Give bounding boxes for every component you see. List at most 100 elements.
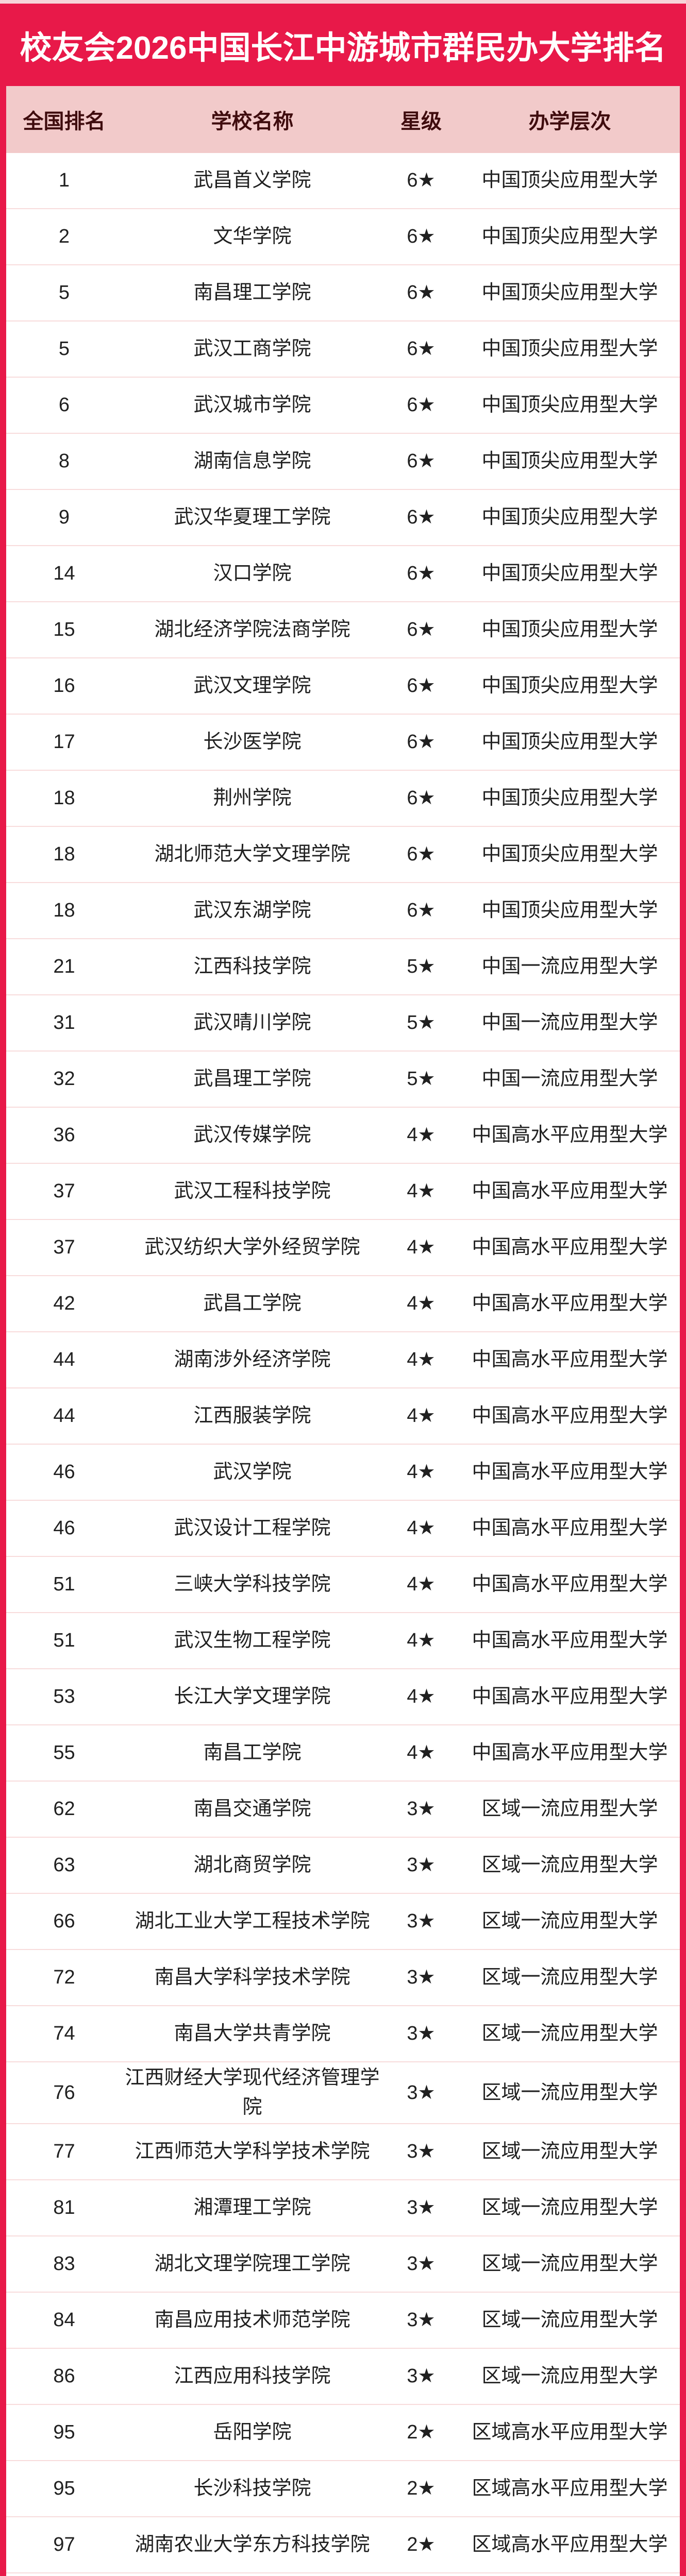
rank-cell: 18 (53, 900, 75, 921)
star-rating-cell: 3★ (407, 1967, 436, 1988)
table-row: 53 长江大学文理学院 4★ 中国高水平应用型大学 (6, 1669, 680, 1725)
rank-cell: 95 (53, 2478, 75, 2499)
top-edge-strip (0, 0, 686, 4)
school-name-cell: 江西财经大学现代经济管理学院 (125, 2067, 380, 2118)
level-cell: 中国高水平应用型大学 (472, 1236, 668, 1258)
star-rating-cell: 2★ (407, 2534, 436, 2555)
table-row: 21 江西科技学院 5★ 中国一流应用型大学 (6, 939, 680, 995)
star-rating-cell: 3★ (407, 2365, 436, 2387)
level-cell: 中国一流应用型大学 (481, 1012, 658, 1033)
rank-cell: 18 (53, 787, 75, 809)
rank-cell: 16 (53, 675, 75, 697)
rank-cell: 51 (53, 1630, 75, 1651)
table-row: 51 三峡大学科技学院 4★ 中国高水平应用型大学 (6, 1557, 680, 1613)
school-name-cell: 湖北商贸学院 (193, 1854, 311, 1876)
level-cell: 区域高水平应用型大学 (472, 2478, 668, 2499)
table-row: 14 汉口学院 6★ 中国顶尖应用型大学 (6, 546, 680, 602)
star-rating-cell: 5★ (407, 1012, 436, 1033)
rank-cell: 37 (53, 1236, 75, 1258)
level-cell: 中国高水平应用型大学 (472, 1686, 668, 1707)
school-name-cell: 长沙科技学院 (193, 2478, 311, 2499)
table-row: 55 南昌工学院 4★ 中国高水平应用型大学 (6, 1725, 680, 1782)
rank-cell: 84 (53, 2309, 75, 2331)
rank-cell: 2 (58, 226, 70, 247)
school-name-cell: 南昌工学院 (203, 1742, 302, 1764)
rank-cell: 14 (53, 563, 75, 584)
star-rating-cell: 5★ (407, 956, 436, 977)
level-cell: 中国顶尖应用型大学 (481, 506, 658, 528)
table-row: 17 长沙医学院 6★ 中国顶尖应用型大学 (6, 715, 680, 771)
star-rating-cell: 4★ (407, 1517, 436, 1539)
table-row: 8 湖南信息学院 6★ 中国顶尖应用型大学 (6, 434, 680, 490)
level-cell: 区域高水平应用型大学 (472, 2534, 668, 2555)
rank-cell: 46 (53, 1461, 75, 1483)
column-header-name: 学校名称 (211, 110, 294, 133)
table-row: 74 南昌大学共青学院 3★ 区域一流应用型大学 (6, 2006, 680, 2062)
level-cell: 区域一流应用型大学 (481, 2023, 658, 2044)
level-cell: 中国顶尖应用型大学 (481, 450, 658, 472)
rank-cell: 97 (53, 2534, 75, 2555)
school-name-cell: 南昌应用技术师范学院 (154, 2309, 350, 2331)
page-title: 校友会2026中国长江中游城市群民办大学排名 (20, 30, 666, 66)
rank-cell: 1 (58, 170, 70, 191)
school-name-cell: 湖北文理学院理工学院 (154, 2253, 350, 2275)
level-cell: 中国顶尖应用型大学 (481, 338, 658, 360)
table-row: 44 湖南涉外经济学院 4★ 中国高水平应用型大学 (6, 1332, 680, 1388)
star-rating-cell: 4★ (407, 1573, 436, 1595)
table-row: 32 武昌理工学院 5★ 中国一流应用型大学 (6, 1052, 680, 1108)
star-rating-cell: 6★ (407, 675, 436, 697)
table-row: 15 湖北经济学院法商学院 6★ 中国顶尖应用型大学 (6, 602, 680, 658)
school-name-cell: 武汉晴川学院 (193, 1012, 311, 1033)
table-row: 18 荆州学院 6★ 中国顶尖应用型大学 (6, 771, 680, 827)
school-name-cell: 湖南农业大学东方科技学院 (135, 2534, 370, 2555)
school-name-cell: 武昌理工学院 (193, 1068, 311, 1090)
rank-cell: 44 (53, 1405, 75, 1427)
table-row: 16 武汉文理学院 6★ 中国顶尖应用型大学 (6, 658, 680, 715)
school-name-cell: 武汉华夏理工学院 (174, 506, 331, 528)
star-rating-cell: 6★ (407, 394, 436, 416)
star-rating-cell: 2★ (407, 2421, 436, 2443)
school-name-cell: 湘潭理工学院 (193, 2197, 311, 2218)
school-name-cell: 武汉传媒学院 (193, 1124, 311, 1146)
school-name-cell: 武昌首义学院 (193, 170, 311, 191)
rank-cell: 51 (53, 1573, 75, 1595)
table-row: 84 南昌应用技术师范学院 3★ 区域一流应用型大学 (6, 2293, 680, 2349)
star-rating-cell: 4★ (407, 1686, 436, 1707)
school-name-cell: 武汉东湖学院 (193, 900, 311, 921)
school-name-cell: 汉口学院 (213, 563, 292, 584)
level-cell: 区域一流应用型大学 (481, 1967, 658, 1988)
rank-cell: 15 (53, 619, 75, 640)
table-row: 51 武汉生物工程学院 4★ 中国高水平应用型大学 (6, 1613, 680, 1669)
star-rating-cell: 3★ (407, 2141, 436, 2162)
school-name-cell: 武汉城市学院 (193, 394, 311, 416)
school-name-cell: 武汉工程科技学院 (174, 1180, 331, 1202)
school-name-cell: 湖北师范大学文理学院 (154, 843, 350, 865)
table-row: 2 文华学院 6★ 中国顶尖应用型大学 (6, 209, 680, 265)
rank-cell: 55 (53, 1742, 75, 1764)
level-cell: 区域一流应用型大学 (481, 1854, 658, 1876)
table-header-row: 全国排名 学校名称 星级 办学层次 (6, 86, 680, 153)
school-name-cell: 文华学院 (213, 226, 292, 247)
level-cell: 中国高水平应用型大学 (472, 1405, 668, 1427)
level-cell: 中国顶尖应用型大学 (481, 563, 658, 584)
school-name-cell: 武汉工商学院 (193, 338, 311, 360)
table-row: 31 武汉晴川学院 5★ 中国一流应用型大学 (6, 995, 680, 1052)
level-cell: 中国顶尖应用型大学 (481, 675, 658, 697)
level-cell: 区域一流应用型大学 (481, 1798, 658, 1820)
rank-cell: 53 (53, 1686, 75, 1707)
table-row: 97 湖南农业大学东方科技学院 2★ 区域高水平应用型大学 (6, 2517, 680, 2573)
rank-cell: 32 (53, 1068, 75, 1090)
rank-cell: 5 (58, 338, 70, 360)
school-name-cell: 武汉文理学院 (193, 675, 311, 697)
star-rating-cell: 6★ (407, 226, 436, 247)
school-name-cell: 岳阳学院 (213, 2421, 292, 2443)
school-name-cell: 长沙医学院 (203, 731, 302, 753)
star-rating-cell: 4★ (407, 1124, 436, 1146)
school-name-cell: 南昌大学科学技术学院 (154, 1967, 350, 1988)
table-row: 44 江西服装学院 4★ 中国高水平应用型大学 (6, 1388, 680, 1445)
level-cell: 区域一流应用型大学 (481, 2197, 658, 2218)
column-header-rank: 全国排名 (23, 110, 106, 133)
table-row: 18 武汉东湖学院 6★ 中国顶尖应用型大学 (6, 883, 680, 939)
table-row: 5 南昌理工学院 6★ 中国顶尖应用型大学 (6, 265, 680, 321)
table-row: 72 南昌大学科学技术学院 3★ 区域一流应用型大学 (6, 1950, 680, 2006)
